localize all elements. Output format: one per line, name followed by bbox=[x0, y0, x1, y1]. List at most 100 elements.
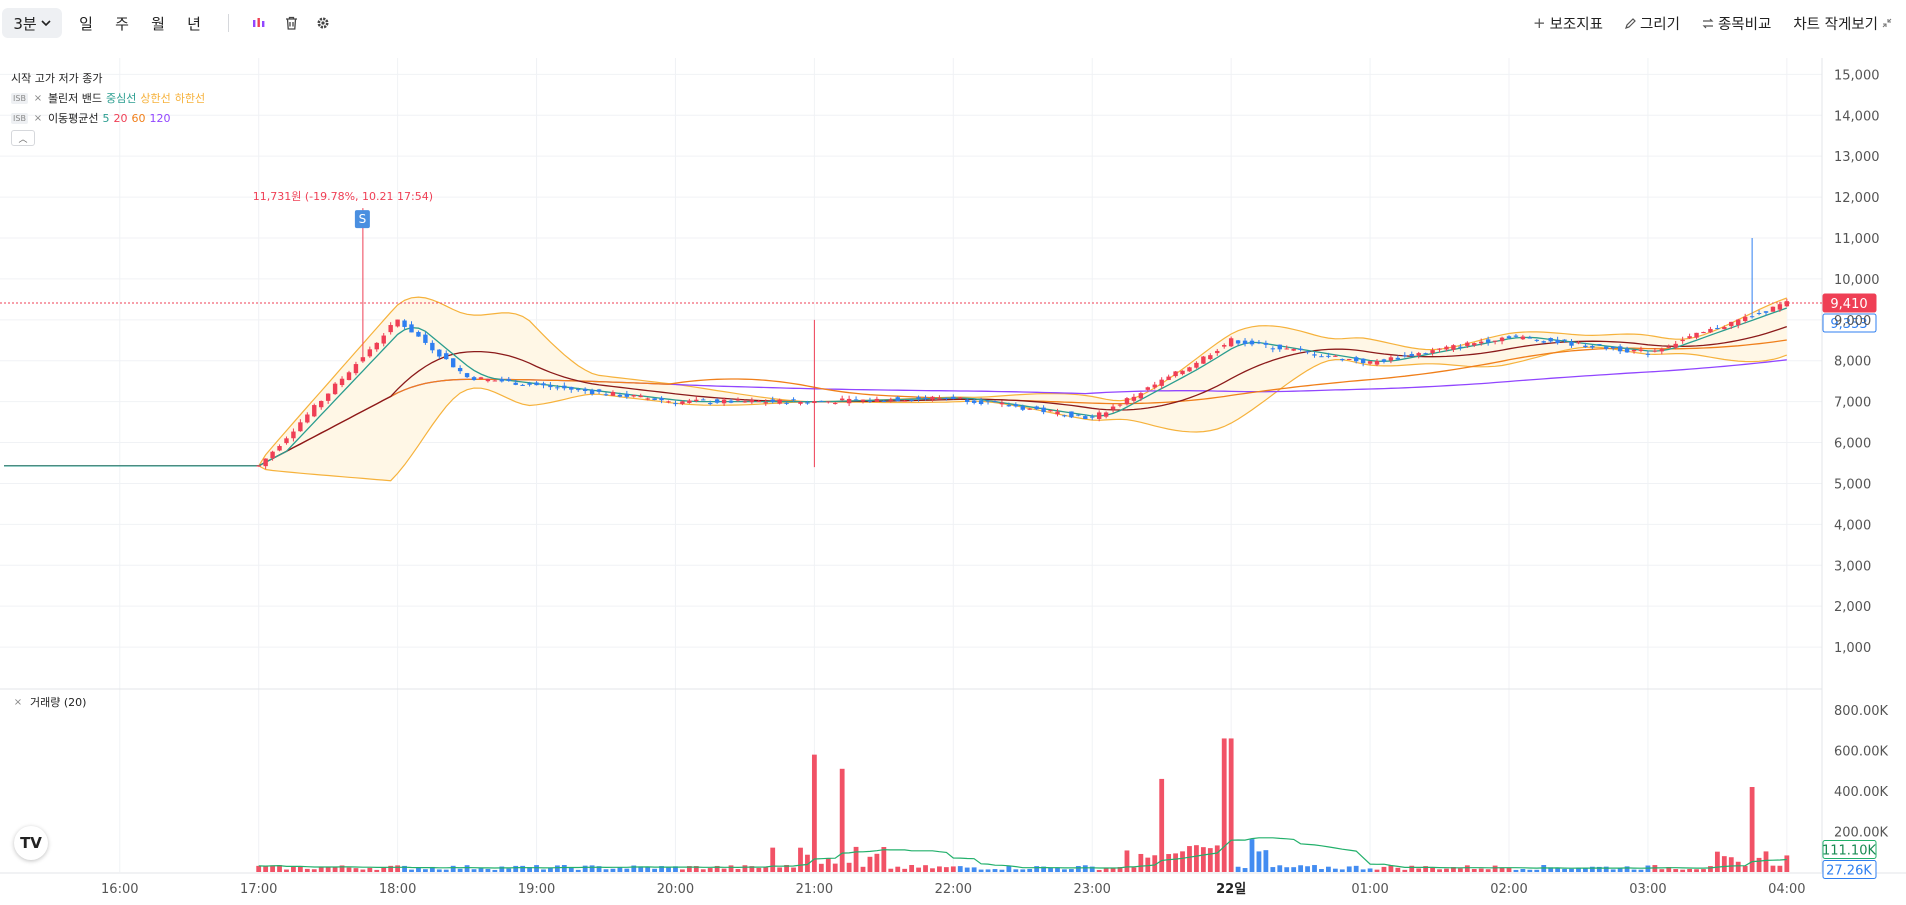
candle-body bbox=[1298, 348, 1303, 351]
candle-body bbox=[631, 395, 636, 397]
candle-body bbox=[666, 401, 671, 403]
volume-bar bbox=[582, 865, 588, 872]
candle-style-icon[interactable] bbox=[243, 8, 275, 38]
logo-text: TV bbox=[20, 834, 42, 852]
volume-bar bbox=[1187, 846, 1192, 872]
time-tick-label: 22일 bbox=[1216, 882, 1246, 897]
compare-button[interactable]: 종목비교 bbox=[1702, 13, 1771, 34]
ref-price-tag-box bbox=[1822, 313, 1877, 333]
tradingview-logo[interactable]: TV bbox=[14, 826, 48, 860]
volume-bar bbox=[1721, 856, 1727, 872]
price-tick-label: 8,000 bbox=[1834, 355, 1871, 370]
candle-body bbox=[548, 385, 553, 388]
volume-bar bbox=[645, 866, 651, 872]
indicator-chip[interactable]: ISB bbox=[11, 112, 28, 124]
candle-body bbox=[506, 379, 511, 381]
legend-collapse-button[interactable]: ︿ bbox=[11, 130, 35, 146]
close-icon[interactable]: × bbox=[13, 696, 23, 708]
close-icon[interactable]: × bbox=[33, 92, 43, 104]
volume-bar bbox=[791, 867, 796, 872]
candle-body bbox=[1597, 344, 1602, 346]
volume-bar bbox=[818, 863, 824, 872]
candle-body bbox=[513, 382, 518, 385]
candle-body bbox=[1208, 355, 1213, 360]
volume-bar bbox=[1756, 857, 1762, 872]
volume-bar bbox=[895, 866, 901, 872]
candle-body bbox=[1340, 358, 1345, 361]
time-tick-label: 21:00 bbox=[796, 882, 833, 897]
volume-ma-tag: 111.10K bbox=[1822, 844, 1876, 859]
trash-icon[interactable] bbox=[275, 8, 307, 38]
draw-button[interactable]: 그리기 bbox=[1624, 13, 1680, 34]
volume-bar bbox=[992, 869, 998, 872]
volume-bar bbox=[999, 869, 1005, 872]
candle-body bbox=[1249, 340, 1255, 345]
bb-lower-label: 하한선 bbox=[174, 92, 206, 105]
candle-body bbox=[763, 402, 768, 404]
candle-body bbox=[617, 394, 623, 397]
timeframe-month[interactable]: 월 bbox=[151, 14, 165, 33]
gear-icon[interactable] bbox=[307, 8, 339, 38]
candle-body bbox=[1124, 398, 1130, 405]
candle-body bbox=[1180, 370, 1185, 375]
volume-bar bbox=[1457, 868, 1463, 872]
candle-body bbox=[1235, 340, 1241, 344]
candle-body bbox=[971, 400, 977, 403]
volume-bar bbox=[1673, 869, 1679, 872]
candle-body bbox=[805, 402, 810, 404]
candle-body bbox=[596, 389, 602, 392]
volume-bar bbox=[846, 862, 852, 872]
volume-bar bbox=[874, 853, 880, 872]
price-tick-label: 11,000 bbox=[1834, 232, 1880, 247]
volume-bar bbox=[978, 869, 984, 872]
close-icon[interactable]: × bbox=[33, 112, 43, 124]
volume-bar bbox=[1499, 867, 1505, 872]
candle-body bbox=[1673, 343, 1678, 348]
volume-bar bbox=[617, 867, 623, 872]
candle-body bbox=[1694, 332, 1699, 338]
candle-body bbox=[437, 349, 442, 357]
candle-body bbox=[624, 393, 630, 397]
volume-bar bbox=[1569, 868, 1574, 872]
indicators-button[interactable]: + 보조지표 bbox=[1533, 13, 1603, 34]
volume-bar bbox=[652, 868, 658, 872]
timeframe-day[interactable]: 일 bbox=[79, 14, 93, 33]
interval-label: 3분 bbox=[13, 14, 37, 33]
volume-bar bbox=[1576, 867, 1581, 872]
volume-bar bbox=[1596, 866, 1602, 872]
volume-bar bbox=[1319, 869, 1324, 872]
interval-dropdown[interactable]: 3분 bbox=[2, 8, 62, 38]
candle-body bbox=[1555, 339, 1560, 344]
volume-bar bbox=[1089, 866, 1095, 872]
candle-body bbox=[277, 446, 282, 451]
indicator-chip[interactable]: ISB bbox=[11, 92, 28, 104]
volume-bar bbox=[1270, 867, 1276, 872]
last-price-tag-box bbox=[1822, 293, 1877, 313]
toolbar-left: 3분 일 주 월 년 bbox=[0, 8, 339, 38]
candle-body bbox=[589, 389, 595, 395]
candle-body bbox=[846, 398, 852, 404]
candle-body bbox=[1402, 355, 1408, 357]
price-tick-label: 14,000 bbox=[1834, 109, 1880, 124]
volume-bar bbox=[742, 865, 748, 872]
volume-bar bbox=[1041, 866, 1047, 872]
volume-bar bbox=[763, 867, 769, 872]
pencil-icon bbox=[1624, 17, 1636, 29]
volume-bar bbox=[457, 868, 463, 872]
candle-body bbox=[1444, 346, 1449, 350]
shrink-chart-button[interactable]: 차트 작게보기 bbox=[1793, 13, 1892, 34]
volume-bar bbox=[485, 868, 491, 872]
timeframe-year[interactable]: 년 bbox=[187, 14, 201, 33]
volume-bar bbox=[1367, 868, 1373, 872]
volume-bar bbox=[777, 867, 783, 872]
volume-bar bbox=[568, 867, 574, 872]
candle-body bbox=[1055, 411, 1060, 415]
volume-bar bbox=[707, 868, 713, 872]
volume-bar bbox=[1687, 868, 1692, 872]
candle-body bbox=[1416, 353, 1421, 356]
candle-body bbox=[839, 398, 845, 401]
timeframe-week[interactable]: 주 bbox=[115, 14, 129, 33]
candle-body bbox=[1458, 346, 1463, 348]
candle-body bbox=[1353, 357, 1359, 362]
